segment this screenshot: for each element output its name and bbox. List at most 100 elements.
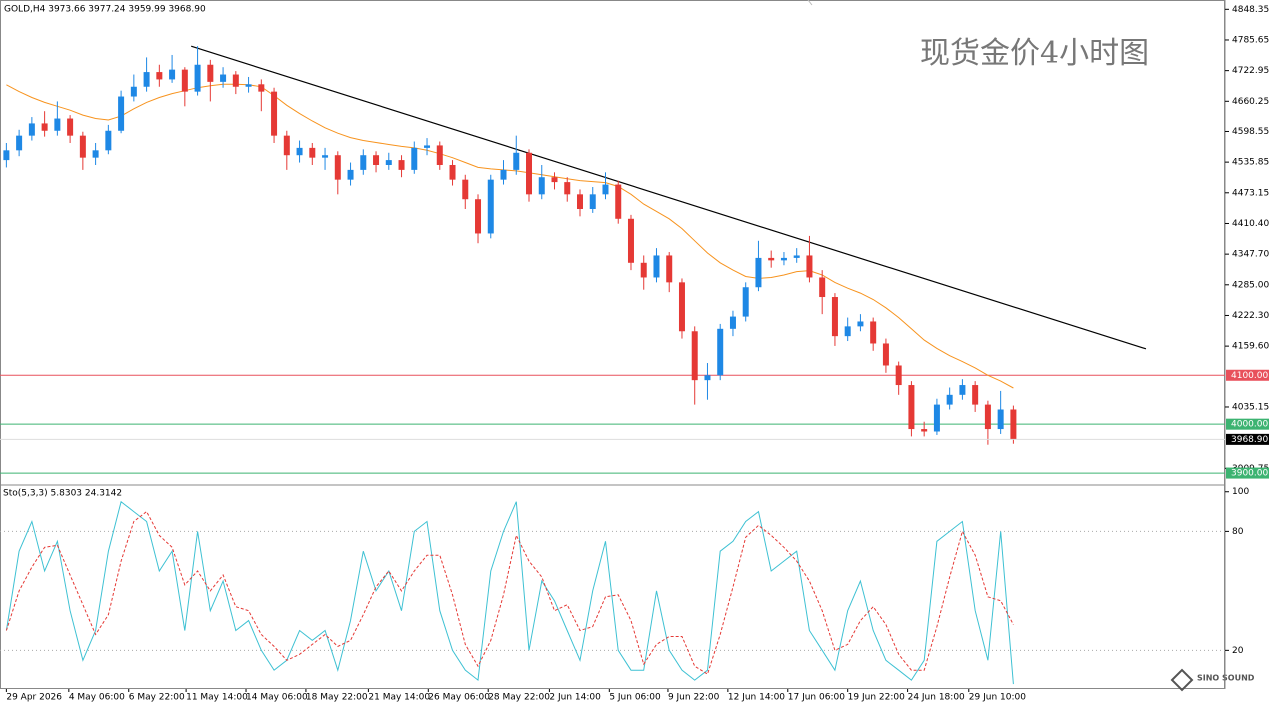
x-tick-label: 21 May 14:00 bbox=[368, 693, 430, 703]
candle-body bbox=[780, 257, 787, 261]
candle-body bbox=[181, 69, 188, 92]
level-label-bg bbox=[1226, 418, 1269, 430]
x-tick-label: 11 May 14:00 bbox=[186, 693, 248, 703]
logo-icon bbox=[1170, 668, 1194, 692]
candle-body bbox=[92, 150, 99, 158]
candle-body bbox=[946, 394, 953, 405]
chart-frame bbox=[0, 0, 1225, 689]
y-tick-label: 4035.15 bbox=[1232, 402, 1269, 412]
x-tick-label: 19 Jun 22:00 bbox=[848, 693, 905, 703]
candle-body bbox=[245, 84, 252, 87]
x-tick-label: 17 Jun 06:00 bbox=[788, 693, 845, 703]
candle-body bbox=[436, 145, 443, 165]
logo-text: SINO SOUND bbox=[1197, 674, 1255, 683]
candle-body bbox=[283, 135, 290, 156]
candle-body bbox=[41, 123, 48, 131]
candle-body bbox=[462, 179, 469, 200]
candle-body bbox=[564, 182, 571, 195]
candle-body bbox=[704, 375, 711, 381]
candle-body bbox=[156, 72, 163, 80]
candle-body bbox=[296, 147, 303, 156]
candle-body bbox=[194, 64, 201, 92]
candle-body bbox=[143, 72, 150, 87]
candle-body bbox=[500, 169, 507, 180]
candle-body bbox=[538, 177, 545, 195]
candle-body bbox=[755, 257, 762, 288]
x-tick-label: 18 May 22:00 bbox=[306, 693, 368, 703]
y-tick-label: 4660.25 bbox=[1232, 97, 1269, 107]
candle-body bbox=[232, 74, 239, 87]
y-tick-label: 4848.35 bbox=[1232, 5, 1269, 15]
x-tick-label: 29 Jun 10:00 bbox=[969, 693, 1026, 703]
candle-body bbox=[118, 96, 125, 131]
y-tick-label: 100 bbox=[1232, 487, 1249, 497]
candle-body bbox=[933, 404, 940, 432]
candle-body bbox=[997, 409, 1004, 430]
candle-body bbox=[16, 135, 23, 151]
candle-body bbox=[169, 69, 176, 80]
candle-body bbox=[271, 91, 278, 136]
x-tick-label: 24 Jun 18:00 bbox=[908, 693, 965, 703]
candle-body bbox=[424, 145, 431, 148]
trendline bbox=[191, 45, 1147, 350]
candle-body bbox=[130, 86, 137, 97]
candle-body bbox=[908, 385, 915, 430]
candle-body bbox=[576, 194, 583, 210]
x-tick-label: 6 May 22:00 bbox=[129, 693, 185, 703]
last-price-bg bbox=[1226, 433, 1269, 445]
y-tick-label: 4347.70 bbox=[1232, 250, 1269, 260]
x-tick-label: 29 Apr 2026 bbox=[6, 693, 62, 703]
candle-body bbox=[959, 385, 966, 395]
level-label-bg bbox=[1226, 369, 1269, 381]
level-label: 3900.00 bbox=[1231, 469, 1268, 479]
candle-body bbox=[385, 160, 392, 165]
candle-body bbox=[895, 365, 902, 386]
candle-body bbox=[220, 74, 227, 82]
x-tick-label: 2 Jun 14:00 bbox=[549, 693, 601, 703]
candle-body bbox=[984, 404, 991, 430]
candle-body bbox=[54, 118, 61, 131]
candle-body bbox=[449, 164, 456, 180]
candle-body bbox=[207, 64, 214, 82]
level-label-bg bbox=[1226, 467, 1269, 479]
x-tick-label: 14 May 06:00 bbox=[246, 693, 308, 703]
candle-body bbox=[322, 155, 329, 158]
indicator-label: Sto(5,3,3) 5.8303 24.3142 bbox=[3, 489, 122, 499]
y-tick-label: 4473.15 bbox=[1232, 188, 1269, 198]
candle-body bbox=[347, 169, 354, 180]
logo: SINO SOUND bbox=[1170, 668, 1255, 692]
candle-body bbox=[309, 147, 316, 158]
level-label: 4100.00 bbox=[1231, 371, 1268, 381]
x-tick-label: 26 May 06:00 bbox=[428, 693, 490, 703]
last-price-label: 3968.90 bbox=[1231, 435, 1268, 445]
stochastic-line bbox=[5, 500, 1014, 685]
watermark: 现货金价4小时图 bbox=[920, 36, 1149, 71]
candle-body bbox=[373, 155, 380, 165]
candle-body bbox=[28, 123, 35, 136]
candle-body bbox=[921, 429, 928, 432]
x-tick-label: 5 Jun 06:00 bbox=[609, 693, 661, 703]
candle-body bbox=[793, 255, 800, 258]
candle-body bbox=[717, 328, 724, 376]
candle-body bbox=[398, 160, 405, 170]
candle-body bbox=[806, 255, 813, 278]
x-tick-label: 4 May 06:00 bbox=[69, 693, 125, 703]
candle-body bbox=[589, 194, 596, 210]
x-tick-label: 9 Jun 22:00 bbox=[668, 693, 720, 703]
level-label: 4000.00 bbox=[1231, 420, 1268, 430]
y-tick-label: 4222.30 bbox=[1232, 311, 1269, 321]
candle-body bbox=[487, 179, 494, 234]
candle-body bbox=[334, 155, 341, 180]
candle-body bbox=[615, 184, 622, 219]
candle-body bbox=[666, 255, 673, 283]
candle-body bbox=[972, 385, 979, 405]
candle-body bbox=[551, 177, 558, 183]
candle-body bbox=[602, 184, 609, 195]
candle-body bbox=[513, 152, 520, 170]
candle-body bbox=[882, 343, 889, 366]
y-tick-label: 80 bbox=[1232, 527, 1244, 537]
candle-body bbox=[360, 155, 367, 170]
y-tick-label: 4598.55 bbox=[1232, 127, 1269, 137]
